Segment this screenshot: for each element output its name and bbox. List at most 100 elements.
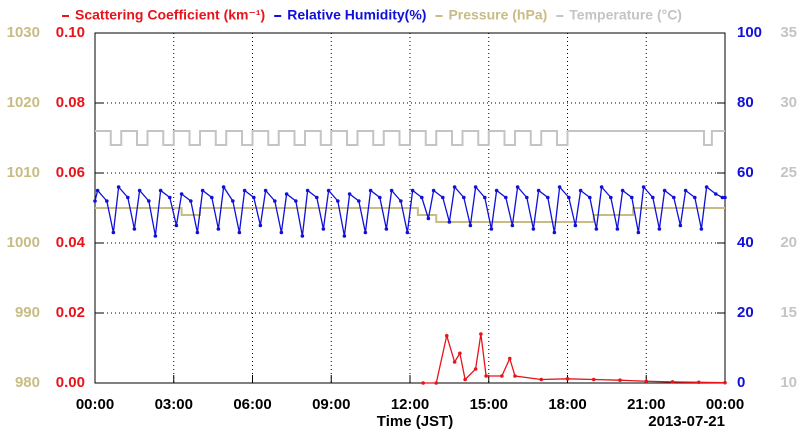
point: [399, 199, 403, 203]
point: [273, 199, 277, 203]
point: [567, 195, 571, 200]
point: [630, 195, 634, 200]
point: [237, 230, 242, 235]
point: [315, 195, 319, 200]
point: [258, 223, 263, 228]
point: [126, 195, 130, 200]
series-line: [423, 333, 726, 384]
point: [525, 195, 529, 200]
point: [342, 234, 347, 238]
point: [421, 381, 425, 385]
point: [200, 188, 205, 193]
point: [546, 195, 550, 200]
point: [111, 230, 116, 235]
point: [468, 223, 473, 228]
x-tick-label: 12:00: [391, 396, 429, 413]
point: [179, 192, 184, 196]
y-tick-label: 0.10: [56, 24, 85, 41]
y2-tick-label: 100: [737, 24, 762, 41]
point: [458, 351, 462, 356]
point: [672, 195, 676, 200]
y4-tick-label: 10: [780, 374, 797, 391]
point: [336, 199, 340, 203]
point: [531, 227, 536, 231]
y-tick-label: 0.00: [56, 374, 85, 391]
point: [615, 227, 620, 231]
point: [704, 185, 709, 189]
point: [447, 220, 452, 224]
point: [300, 234, 305, 238]
point: [515, 185, 520, 189]
point: [132, 227, 137, 231]
x-tick-label: 21:00: [627, 396, 665, 413]
point: [378, 195, 382, 200]
point: [473, 367, 478, 371]
point: [552, 230, 557, 235]
legend-label: Pressure (hPa): [448, 7, 547, 23]
point: [174, 223, 179, 228]
point: [696, 380, 701, 385]
point: [620, 188, 625, 193]
point: [588, 195, 592, 200]
point: [347, 192, 352, 196]
point: [105, 199, 109, 203]
point: [591, 377, 596, 382]
point: [565, 377, 570, 381]
point: [578, 188, 583, 193]
point: [473, 185, 478, 189]
point: [357, 199, 361, 203]
y3-tick-label: 1030: [7, 24, 40, 41]
point: [231, 199, 235, 203]
point: [609, 195, 613, 200]
y-tick-label: 0.02: [56, 304, 85, 321]
y2-tick-label: 20: [737, 304, 754, 321]
point: [431, 188, 436, 193]
y3-tick-label: 1020: [7, 94, 40, 111]
point: [504, 195, 508, 200]
point: [384, 227, 389, 231]
point: [405, 230, 410, 235]
point: [494, 188, 499, 193]
y2-tick-label: 40: [737, 234, 754, 251]
point: [641, 185, 646, 189]
legend-label: Relative Humidity(%): [287, 7, 426, 23]
series-line: [94, 185, 725, 237]
point: [242, 188, 247, 193]
point: [714, 192, 718, 196]
point: [594, 227, 599, 231]
point: [510, 223, 515, 228]
point: [210, 195, 214, 200]
point: [189, 199, 193, 203]
point: [539, 377, 544, 382]
point: [93, 199, 97, 203]
y2-tick-label: 60: [737, 164, 754, 181]
y4-tick-label: 35: [780, 24, 797, 41]
x-axis-title: Time (JST): [377, 413, 453, 430]
point: [636, 230, 641, 235]
point: [536, 188, 541, 193]
point: [662, 188, 667, 193]
point: [410, 188, 415, 193]
point: [420, 195, 424, 200]
point: [507, 356, 512, 361]
y3-tick-label: 1000: [7, 234, 40, 251]
y3-tick-label: 1010: [7, 164, 40, 181]
point: [651, 195, 655, 200]
x-tick-label: 03:00: [155, 396, 193, 413]
point: [252, 195, 256, 200]
point: [500, 374, 504, 378]
y-tick-label: 0.06: [56, 164, 85, 181]
y4-tick-label: 20: [780, 234, 797, 251]
point: [452, 185, 457, 189]
point: [195, 230, 200, 235]
y-tick-label: 0.04: [56, 234, 86, 251]
point: [326, 188, 331, 193]
point: [723, 195, 727, 200]
point: [699, 227, 704, 231]
point: [693, 195, 697, 200]
point: [284, 192, 289, 196]
point: [657, 227, 662, 231]
legend: Scattering Coefficient (km⁻¹) Relative Hu…: [62, 7, 682, 23]
point: [137, 188, 142, 193]
